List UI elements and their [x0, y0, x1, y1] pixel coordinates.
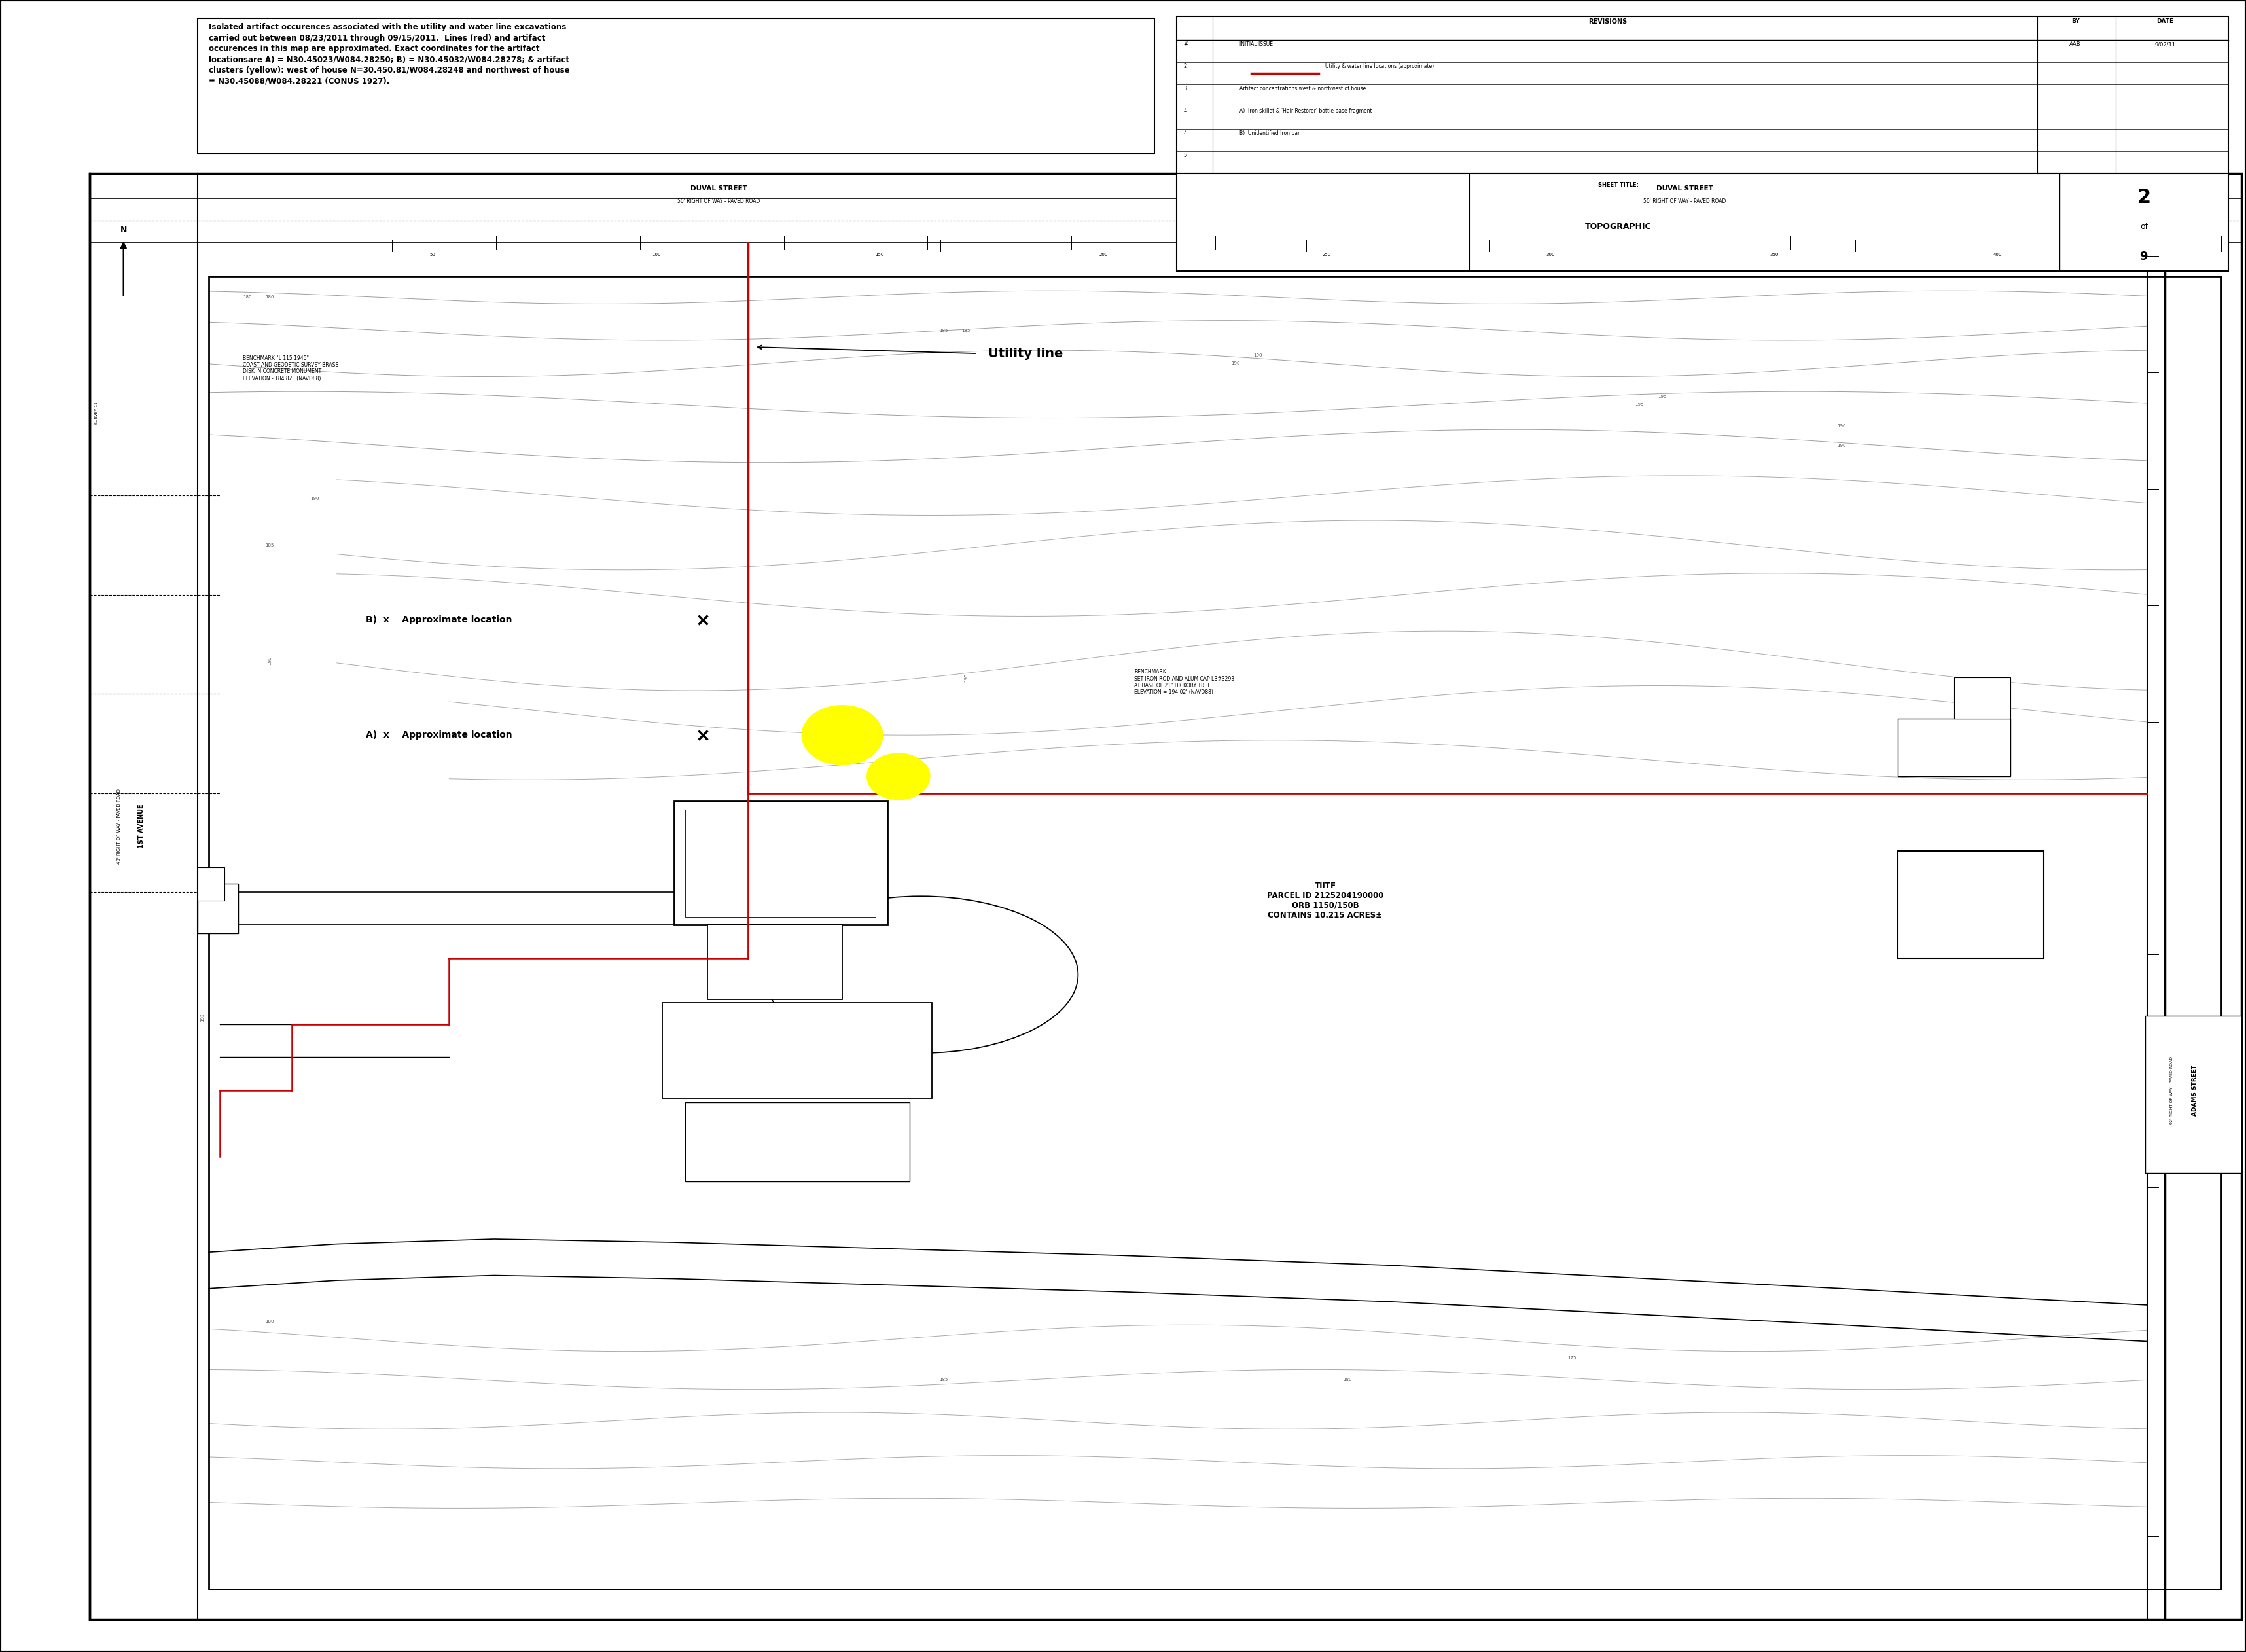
Text: 3: 3	[1184, 86, 1188, 93]
Text: 400: 400	[1992, 253, 2001, 256]
Text: Artifact concentrations west & northwest of house: Artifact concentrations west & northwest…	[1240, 86, 1366, 93]
Text: A)  Iron skillet & 'Hair Restorer' bottle base fragment: A) Iron skillet & 'Hair Restorer' bottle…	[1240, 109, 1372, 114]
Text: 2: 2	[1184, 63, 1188, 69]
Text: REVISIONS: REVISIONS	[1588, 18, 1628, 25]
Text: #: #	[1184, 41, 1188, 48]
Text: 185: 185	[961, 329, 970, 332]
Text: 50' RIGHT OF WAY - PAVED ROAD: 50' RIGHT OF WAY - PAVED ROAD	[678, 198, 759, 205]
Text: 180: 180	[243, 296, 252, 299]
Bar	[674, 801, 887, 925]
Bar	[90, 173, 2242, 1619]
Bar	[1177, 17, 2228, 173]
Text: 5: 5	[1184, 154, 1188, 159]
Text: 200: 200	[1098, 253, 1107, 256]
Text: N: N	[119, 226, 128, 235]
Bar	[1954, 677, 2010, 719]
Text: 180: 180	[265, 1320, 274, 1323]
Bar	[685, 809, 876, 917]
Text: 195: 195	[1658, 395, 1667, 398]
Circle shape	[802, 705, 883, 765]
Text: ADAMS STREET: ADAMS STREET	[2192, 1064, 2197, 1117]
Text: 195: 195	[964, 672, 968, 682]
Bar	[707, 925, 842, 999]
Bar	[685, 1102, 910, 1181]
Text: DATE: DATE	[2156, 18, 2174, 25]
Text: 150: 150	[876, 253, 885, 256]
Text: 175: 175	[1568, 1356, 1577, 1360]
Text: 190: 190	[1231, 362, 1240, 365]
Bar	[1898, 719, 2010, 776]
Text: 190: 190	[1837, 444, 1846, 448]
Text: AAB: AAB	[2069, 41, 2082, 48]
Text: DUVAL STREET: DUVAL STREET	[1655, 185, 1714, 192]
Text: 4: 4	[1184, 131, 1188, 137]
Text: 9: 9	[2140, 251, 2147, 263]
Text: 190: 190	[310, 497, 319, 501]
Text: TOPOGRAPHIC: TOPOGRAPHIC	[1586, 223, 1651, 231]
Text: 192: 192	[200, 1013, 204, 1023]
Text: of: of	[2140, 223, 2147, 231]
Text: 195: 195	[1635, 403, 1644, 406]
Bar	[198, 18, 1154, 154]
Text: 250: 250	[1323, 253, 1332, 256]
Text: B)  Unidentified Iron bar: B) Unidentified Iron bar	[1240, 131, 1300, 137]
Text: BENCHMARK "L 115 1945"
COAST AND GEODETIC SURVEY BRASS
DISK IN CONCRETE MONUMENT: BENCHMARK "L 115 1945" COAST AND GEODETI…	[243, 355, 339, 382]
Text: 185: 185	[265, 544, 274, 547]
Circle shape	[867, 753, 930, 800]
Text: SHEET TITLE:: SHEET TITLE:	[1597, 182, 1640, 188]
Text: B)  x    Approximate location: B) x Approximate location	[366, 615, 512, 624]
Text: 9/02/11: 9/02/11	[2154, 41, 2176, 48]
Text: 190: 190	[1837, 425, 1846, 428]
Text: BENCHMARK
SET IRON ROD AND ALUM CAP LB#3293
AT BASE OF 21" HICKORY TREE
ELEVATIO: BENCHMARK SET IRON ROD AND ALUM CAP LB#3…	[1134, 669, 1235, 695]
Text: 50: 50	[429, 253, 436, 256]
Text: 50' RIGHT OF WAY - PAVED ROAD: 50' RIGHT OF WAY - PAVED ROAD	[1644, 198, 1725, 205]
Text: 300: 300	[1545, 253, 1554, 256]
Text: 185: 185	[939, 1378, 948, 1381]
Text: 180: 180	[1343, 1378, 1352, 1381]
Text: 180: 180	[265, 296, 274, 299]
Text: 185: 185	[939, 329, 948, 332]
Text: 92' RIGHT OF WAY - PAVED ROAD: 92' RIGHT OF WAY - PAVED ROAD	[2170, 1056, 2174, 1125]
Text: 1ST AVENUE: 1ST AVENUE	[139, 805, 144, 847]
Text: INITIAL ISSUE: INITIAL ISSUE	[1240, 41, 1273, 48]
Bar	[663, 1003, 932, 1099]
Text: 350: 350	[1770, 253, 1779, 256]
Text: SURVEY 11: SURVEY 11	[94, 401, 99, 425]
Text: DUVAL STREET: DUVAL STREET	[690, 185, 748, 192]
Text: Utility & water line locations (approximate): Utility & water line locations (approxim…	[1325, 63, 1433, 69]
Bar	[198, 884, 238, 933]
Text: 2: 2	[2136, 188, 2152, 207]
Bar	[1177, 173, 2228, 271]
Text: 190: 190	[267, 656, 272, 666]
Text: Utility line: Utility line	[988, 347, 1062, 360]
Text: 40' RIGHT OF WAY - PAVED ROAD: 40' RIGHT OF WAY - PAVED ROAD	[117, 788, 121, 864]
Text: A)  x    Approximate location: A) x Approximate location	[366, 730, 512, 740]
Text: 190: 190	[1253, 354, 1262, 357]
Bar	[209, 276, 2221, 1589]
Text: TIITF
PARCEL ID 2125204190000
ORB 1150/150B
CONTAINS 10.215 ACRES±: TIITF PARCEL ID 2125204190000 ORB 1150/1…	[1267, 882, 1384, 919]
Text: 4: 4	[1184, 109, 1188, 114]
Text: Isolated artifact occurences associated with the utility and water line excavati: Isolated artifact occurences associated …	[209, 23, 570, 86]
Text: BY: BY	[2071, 18, 2080, 25]
Bar	[1898, 851, 2044, 958]
Text: 100: 100	[651, 253, 660, 256]
Bar	[198, 867, 225, 900]
Bar	[2145, 1016, 2242, 1173]
